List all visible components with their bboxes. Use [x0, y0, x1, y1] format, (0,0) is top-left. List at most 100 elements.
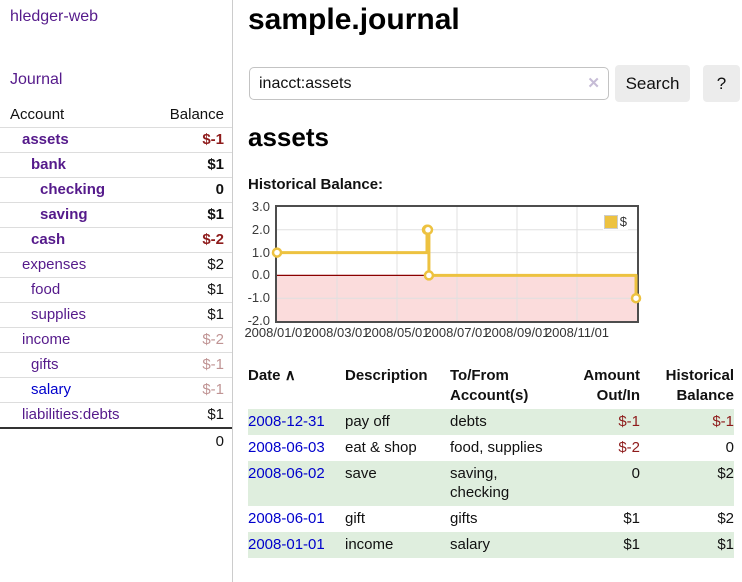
- sidebar: hledger-web Journal Account Balance asse…: [0, 0, 233, 582]
- x-tick-label: 2008/01/01: [244, 325, 310, 340]
- y-tick-label: -1.0: [247, 290, 270, 306]
- sidebar-item-journal[interactable]: Journal: [10, 71, 63, 88]
- account-row: saving $1: [0, 202, 232, 228]
- account-balance: $1: [144, 277, 232, 303]
- transaction-balance: 0: [725, 439, 734, 456]
- account-link[interactable]: saving: [40, 206, 88, 223]
- y-tick-label: 3.0: [251, 199, 270, 214]
- transaction-balance: $2: [717, 510, 734, 527]
- account-balance: $1: [144, 302, 232, 328]
- account-balance: $1: [144, 402, 232, 428]
- account-balance: $1: [144, 152, 232, 178]
- transaction-amount: 0: [631, 465, 640, 482]
- register-table: Date ∧ Description To/From Account(s) Am…: [248, 362, 734, 558]
- register-row: 2008-01-01 income salary $1 $1: [248, 532, 734, 558]
- transaction-description: gift: [345, 510, 366, 527]
- search-input[interactable]: [249, 67, 609, 100]
- accounts-header-account: Account: [10, 106, 65, 123]
- transaction-date-link[interactable]: 2008-12-31: [248, 413, 325, 430]
- transaction-balance: $-1: [712, 413, 734, 430]
- account-row: cash $-2: [0, 227, 232, 253]
- transaction-date-link[interactable]: 2008-06-01: [248, 510, 325, 527]
- transaction-amount: $-1: [618, 413, 640, 430]
- transaction-amount: $1: [623, 536, 640, 553]
- x-tick-label: 2008/03/01: [304, 325, 370, 340]
- y-tick-label: 1.0: [251, 244, 270, 260]
- account-link[interactable]: food: [31, 281, 61, 298]
- transaction-amount: $1: [623, 510, 640, 527]
- transaction-description: eat & shop: [345, 439, 417, 456]
- page-title: sample.journal: [248, 3, 460, 36]
- app-title-link[interactable]: hledger-web: [10, 8, 99, 25]
- transaction-balance: $1: [717, 536, 734, 553]
- account-row: checking 0: [0, 177, 232, 203]
- transaction-accounts: salary: [450, 536, 491, 553]
- chart-title: Historical Balance:: [248, 176, 384, 193]
- register-header-amount: Amount Out/In: [583, 367, 640, 404]
- register-row: 2008-06-01 gift gifts $1 $2: [248, 506, 734, 532]
- account-balance: $2: [144, 252, 232, 278]
- transaction-description: pay off: [345, 413, 390, 430]
- transaction-description: save: [345, 465, 377, 482]
- y-tick-label: -2.0: [247, 313, 270, 328]
- help-button[interactable]: ?: [703, 65, 740, 102]
- transaction-date-link[interactable]: 2008-01-01: [248, 536, 325, 553]
- account-link[interactable]: cash: [31, 231, 66, 248]
- x-tick-label: 2008/11/01: [544, 325, 610, 340]
- sort-ascending-icon[interactable]: ∧: [284, 367, 296, 384]
- register-row: 2008-06-02 save saving, checking 0 $2: [248, 461, 734, 506]
- account-balance: $-2: [144, 327, 232, 353]
- account-balance: 0: [144, 177, 232, 203]
- account-balance: $-1: [144, 352, 232, 378]
- account-balance: $-1: [144, 127, 232, 153]
- account-row: salary $-1: [0, 377, 232, 403]
- main-content: sample.journal ✕ Search ? assets Histori…: [244, 0, 742, 582]
- y-tick-label: 2.0: [251, 221, 270, 237]
- register-header-date[interactable]: Date ∧: [248, 367, 296, 384]
- search-button[interactable]: Search: [615, 65, 690, 102]
- chart-legend: $: [602, 213, 628, 230]
- accounts-header-balance: Balance: [169, 106, 224, 123]
- account-row: liabilities:debts $1: [0, 402, 232, 428]
- accounts-table: Account Balance assets $-1 bank $1 checking 0…: [0, 100, 232, 454]
- transaction-accounts: gifts: [450, 510, 478, 527]
- legend-series-label: $: [619, 214, 627, 229]
- transaction-date-link[interactable]: 2008-06-02: [248, 465, 325, 482]
- account-row: gifts $-1: [0, 352, 232, 378]
- account-row: assets $-1: [0, 127, 232, 153]
- account-link[interactable]: expenses: [22, 256, 87, 273]
- account-row: income $-2: [0, 327, 232, 353]
- transaction-accounts: debts: [450, 413, 487, 430]
- account-balance: $-2: [144, 227, 232, 253]
- balance-step-line-chart: [271, 207, 642, 321]
- account-link[interactable]: assets: [22, 131, 69, 148]
- register-row: 2008-12-31 pay off debts $-1 $-1: [248, 409, 734, 435]
- account-row: food $1: [0, 277, 232, 303]
- account-balance: $-1: [144, 377, 232, 403]
- account-heading: assets: [248, 122, 329, 152]
- historical-balance-chart: $ 3.0 2.0 1.0 0.0 -1.0 -2.0 2008/01/01 2008/03…: [244, 199, 742, 345]
- account-link[interactable]: supplies: [31, 306, 87, 323]
- accounts-header-row: Account Balance: [0, 100, 232, 128]
- register-header-balance: Historical Balance: [665, 367, 734, 404]
- transaction-amount: $-2: [618, 439, 640, 456]
- register-header-accounts: To/From Account(s): [450, 367, 529, 404]
- account-link[interactable]: liabilities:debts: [22, 406, 120, 423]
- account-link[interactable]: income: [22, 331, 71, 348]
- account-link[interactable]: gifts: [31, 356, 59, 373]
- register-header-row: Date ∧ Description To/From Account(s) Am…: [248, 362, 734, 409]
- accounts-table-body: assets $-1 bank $1 checking 0 saving $1 cash $-2 e…: [0, 127, 232, 428]
- x-tick-label: 2008/07/01: [424, 325, 490, 340]
- account-balance: $1: [144, 202, 232, 228]
- account-link[interactable]: bank: [31, 156, 67, 173]
- account-row: expenses $2: [0, 252, 232, 278]
- transaction-date-link[interactable]: 2008-06-03: [248, 439, 325, 456]
- x-tick-label: 2008/05/01: [364, 325, 430, 340]
- transaction-description: income: [345, 536, 394, 553]
- clear-search-icon[interactable]: ✕: [587, 74, 600, 92]
- transaction-accounts: food, supplies: [450, 439, 543, 456]
- accounts-total-balance: 0: [144, 427, 232, 454]
- chart-plot-area: $: [271, 205, 642, 323]
- account-link[interactable]: salary: [31, 381, 72, 398]
- account-link[interactable]: checking: [40, 181, 106, 198]
